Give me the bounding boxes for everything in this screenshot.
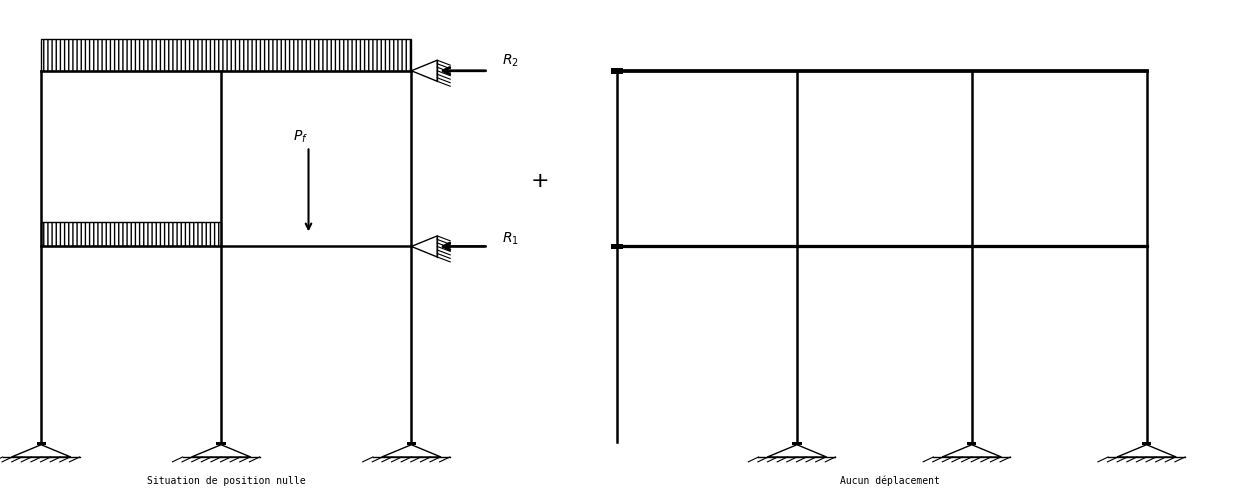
Bar [1141,442,1151,445]
Text: $R_2$: $R_2$ [502,53,518,69]
Polygon shape [411,60,437,81]
Polygon shape [411,236,437,257]
Polygon shape [943,445,1002,457]
Bar [216,442,226,445]
Bar [611,244,623,249]
Text: $P_f$: $P_f$ [294,128,308,145]
Bar [41,39,411,71]
Text: +: + [531,171,549,190]
Polygon shape [11,445,70,457]
Bar [407,442,416,445]
Bar [611,68,623,74]
Bar [967,442,976,445]
Text: Aucun déplacement: Aucun déplacement [839,475,939,486]
Polygon shape [768,445,827,457]
Bar [792,442,802,445]
Polygon shape [381,445,441,457]
Bar [41,222,221,246]
Bar [37,442,46,445]
Polygon shape [1117,445,1176,457]
Text: $R_1$: $R_1$ [502,231,518,247]
Polygon shape [191,445,251,457]
Text: Situation de position nulle: Situation de position nulle [147,476,306,486]
